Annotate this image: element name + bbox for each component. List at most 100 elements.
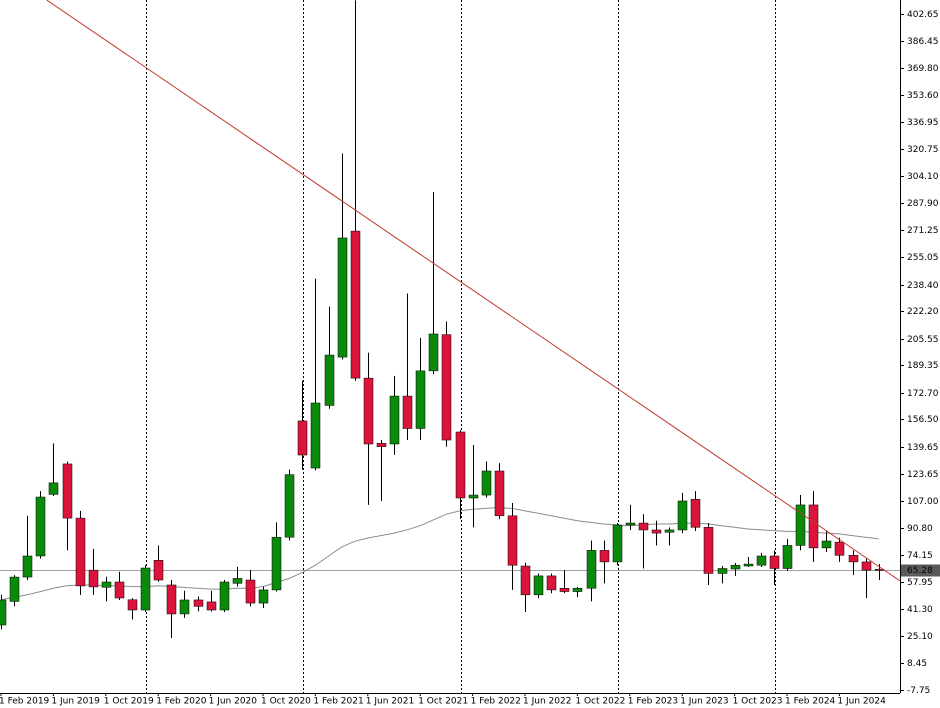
candle-body: [258, 589, 269, 604]
candle-body: [179, 599, 190, 615]
candle-body: [166, 584, 177, 615]
x-tick-label: 1 Feb 2024: [785, 697, 836, 707]
candle-body: [324, 354, 335, 406]
candle-body: [730, 564, 741, 570]
candle-body: [677, 500, 688, 531]
y-tick-label: 90.80: [907, 524, 933, 534]
y-tick-label: 287.90: [907, 199, 939, 209]
candle-body: [22, 555, 33, 578]
y-tick-label: 222.20: [907, 307, 939, 317]
candle-body: [769, 555, 780, 569]
candle-body: [35, 496, 46, 557]
y-tick-label: 369.80: [907, 64, 939, 74]
candle-body: [861, 561, 872, 571]
y-tick-label: 386.45: [907, 37, 939, 47]
candle-body: [88, 569, 99, 588]
candle-body: [114, 581, 125, 599]
candle-body: [599, 550, 610, 563]
y-tick-label: 336.95: [907, 118, 939, 128]
candle-body: [75, 517, 86, 587]
candle-body: [297, 420, 308, 456]
y-tick-label: 189.35: [907, 361, 939, 371]
y-tick-label: 57.95: [907, 578, 933, 588]
candle-body: [337, 237, 348, 358]
candle-body: [245, 579, 256, 604]
candle-body: [717, 568, 728, 574]
candle-body: [782, 545, 793, 569]
candle-body: [284, 474, 295, 538]
y-tick-label: 320.75: [907, 145, 939, 155]
candle-body: [520, 565, 531, 596]
candle-body: [651, 529, 662, 534]
candle-body: [468, 494, 479, 499]
candle-body: [193, 599, 204, 607]
current-price-box: [901, 564, 940, 577]
candle-body: [638, 522, 649, 531]
candle-body: [834, 541, 845, 556]
candle-body: [101, 581, 112, 588]
trendline: [46, 0, 901, 582]
candle-body: [402, 395, 413, 429]
candle-body: [795, 504, 806, 546]
y-tick-label: 41.30: [907, 605, 933, 615]
candle-body: [546, 575, 557, 591]
x-tick-label: 1 Oct 2019: [104, 697, 154, 707]
x-tick-label: 1 Feb 2022: [471, 697, 521, 707]
x-tick-label: 1 Feb 2023: [628, 697, 678, 707]
candle-body: [206, 601, 217, 611]
y-tick-label: 402.65: [907, 10, 939, 20]
candle-body: [363, 377, 374, 445]
y-tick-label: -7.75: [907, 686, 930, 696]
candle-body: [481, 470, 492, 496]
candle-body: [219, 581, 230, 611]
candle-body: [756, 555, 767, 566]
y-tick-label: 304.10: [907, 172, 939, 182]
candle-body: [127, 599, 138, 611]
candle-body: [9, 576, 20, 602]
candle-body: [310, 402, 321, 469]
candle-body: [350, 230, 361, 379]
candle-body: [559, 588, 570, 592]
y-tick-label: 139.65: [907, 443, 939, 453]
candle-body: [612, 524, 623, 563]
candle-body: [415, 370, 426, 429]
candle-body: [625, 522, 636, 526]
candle-body: [232, 578, 243, 584]
x-tick-label: 1 Jun 2022: [523, 697, 571, 707]
candle-body: [428, 333, 439, 372]
candle-body: [48, 482, 59, 495]
x-tick-label: 1 Jun 2021: [366, 697, 414, 707]
candle-body: [455, 431, 466, 499]
y-tick-label: 107.00: [907, 497, 939, 507]
candle-body: [586, 550, 597, 589]
x-tick-label: 1 Oct 2020: [261, 697, 311, 707]
candle-body: [848, 555, 859, 563]
candle-body: [690, 499, 701, 528]
x-tick-label: 1 Feb 2020: [156, 697, 207, 707]
candle-body: [507, 515, 518, 566]
x-tick-label: 1 Feb 2019: [0, 697, 50, 707]
candle-body: [494, 470, 505, 517]
x-tick-label: 1 Oct 2023: [733, 697, 783, 707]
current-price-label: 65.28: [907, 566, 933, 576]
candle-body: [62, 463, 73, 519]
y-tick-label: 205.55: [907, 335, 939, 345]
y-tick-label: 156.50: [907, 415, 939, 425]
candle-body: [271, 536, 282, 591]
y-tick-label: 238.40: [907, 281, 939, 291]
y-tick-label: 74.15: [907, 551, 933, 561]
candle-body: [703, 527, 714, 574]
candle-body: [572, 588, 583, 592]
x-tick-label: 1 Oct 2021: [418, 697, 468, 707]
candle-body: [743, 563, 754, 567]
candle-body: [376, 443, 387, 447]
candle-body: [140, 567, 151, 611]
candle-body: [389, 395, 400, 445]
x-tick-label: 1 Feb 2021: [313, 697, 363, 707]
candle-body: [821, 540, 832, 549]
candle-body: [664, 529, 675, 533]
candle-body: [808, 504, 819, 549]
y-tick-label: 271.25: [907, 226, 939, 236]
candle-body: [153, 560, 164, 581]
